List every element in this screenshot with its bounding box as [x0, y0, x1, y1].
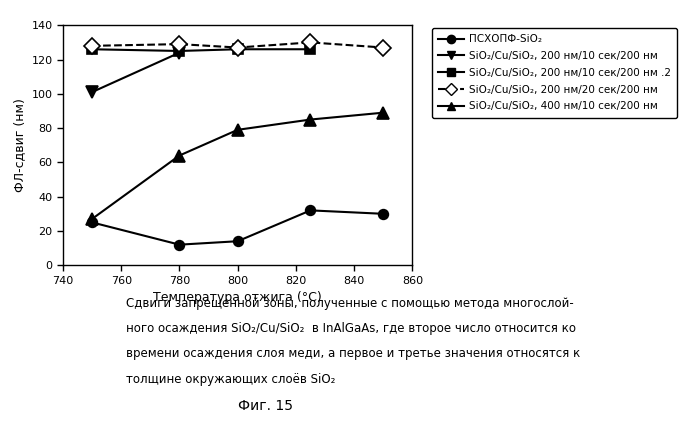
X-axis label: Температура отжига (°C): Температура отжига (°C): [153, 291, 322, 304]
Text: Фиг. 15: Фиг. 15: [238, 399, 293, 413]
Text: толщине окружающих слоёв SiO₂: толщине окружающих слоёв SiO₂: [126, 373, 336, 386]
Legend: ПСХОПФ-SiO₂, SiO₂/Cu/SiO₂, 200 нм/10 сек/200 нм, SiO₂/Cu/SiO₂, 200 нм/10 сек/200: ПСХОПФ-SiO₂, SiO₂/Cu/SiO₂, 200 нм/10 сек…: [431, 28, 677, 117]
Text: Сдвиги запрещенной зоны, полученные с помощью метода многослой-: Сдвиги запрещенной зоны, полученные с по…: [126, 297, 574, 310]
Text: ного осаждения SiO₂/Cu/SiO₂  в InAlGaAs, где второе число относится ко: ного осаждения SiO₂/Cu/SiO₂ в InAlGaAs, …: [126, 322, 576, 335]
Y-axis label: ФЛ-сдвиг (нм): ФЛ-сдвиг (нм): [13, 99, 26, 192]
Text: времени осаждения слоя меди, а первое и третье значения относятся к: времени осаждения слоя меди, а первое и …: [126, 347, 580, 360]
